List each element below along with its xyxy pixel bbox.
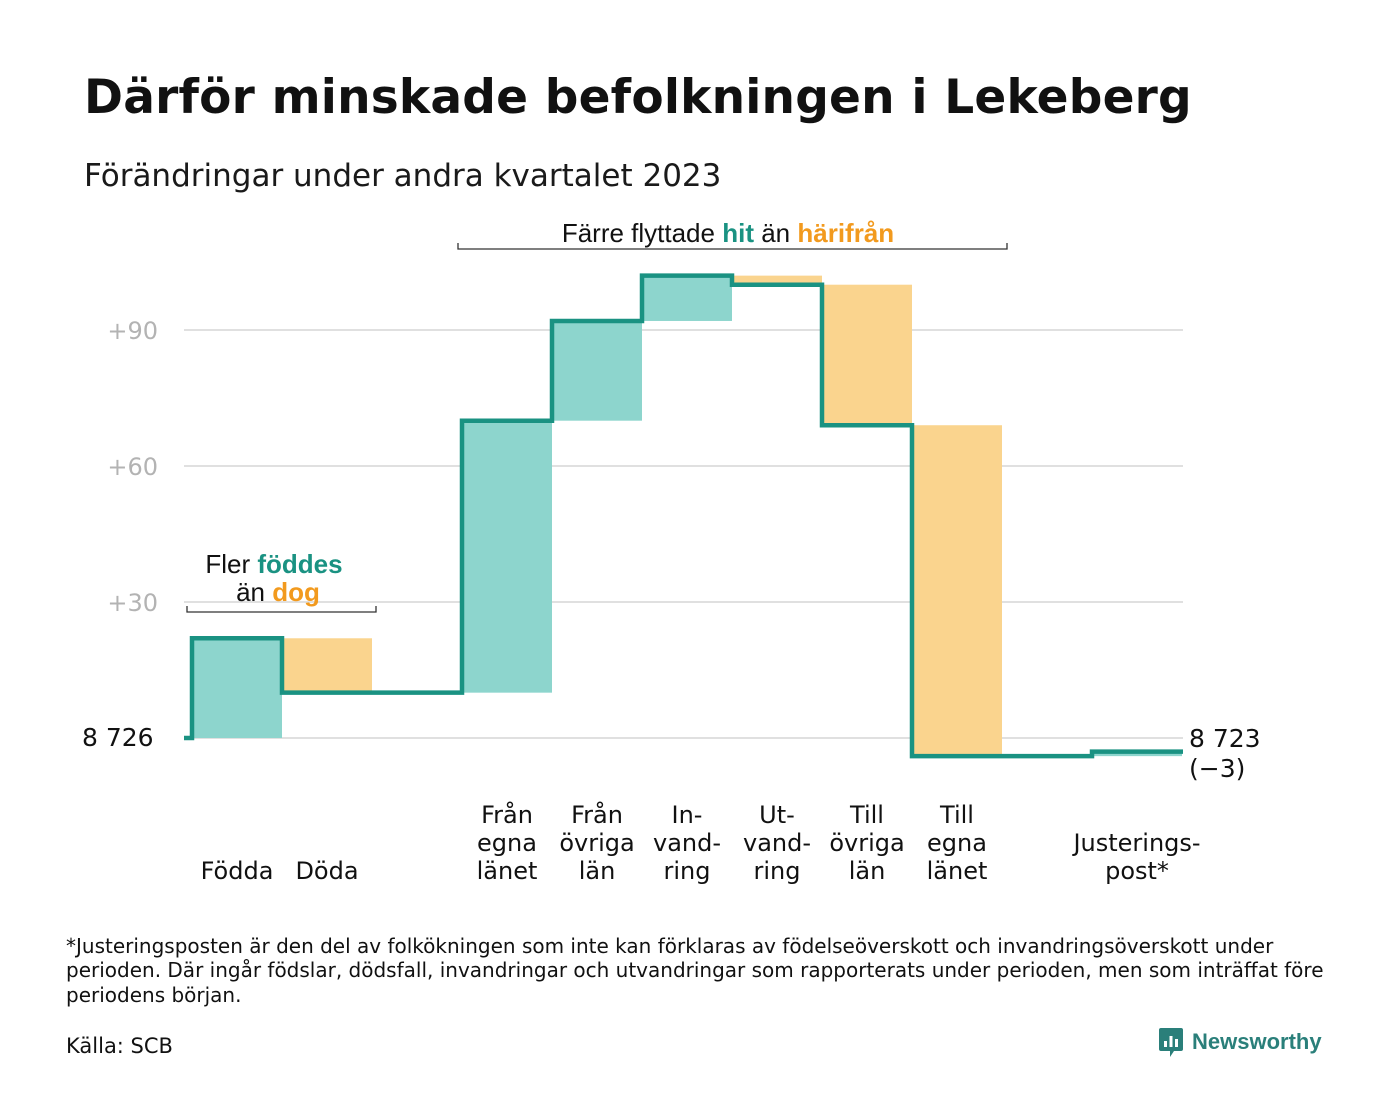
brand-name: Newsworthy <box>1192 1029 1322 1054</box>
category-label: länet <box>477 857 538 885</box>
category-label: post* <box>1105 857 1169 885</box>
decrease-bar <box>732 275 822 285</box>
migration-annotation-part: Färre flyttade <box>562 218 722 248</box>
increase-bar <box>552 320 642 421</box>
increase-bar <box>192 638 282 738</box>
births-annotation-line1: Fler föddes <box>205 549 342 579</box>
category-label: länet <box>927 857 988 885</box>
category-label: Döda <box>295 857 358 885</box>
category-label: län <box>579 857 616 885</box>
chart-title: Därför minskade befolkningen i Lekeberg <box>84 70 1192 125</box>
decrease-bar <box>282 638 372 693</box>
births-annotation-line1-part: Fler <box>205 549 257 579</box>
decrease-bar <box>822 284 912 426</box>
start-value-label: 8 726 <box>82 723 154 752</box>
births-annotation-line2-part: dog <box>272 577 320 607</box>
births-annotation-line1-part: föddes <box>257 549 342 579</box>
category-label: övriga <box>829 829 904 857</box>
y-tick-label: +60 <box>107 453 158 481</box>
migration-annotation-part: hit <box>722 218 754 248</box>
running-total-line <box>184 273 1183 759</box>
category-label: ring <box>664 857 711 885</box>
brand-logo: Newsworthy <box>1158 1026 1322 1058</box>
category-label: Till <box>939 801 974 829</box>
births-annotation-bracket <box>186 606 377 613</box>
category-label: övriga <box>559 829 634 857</box>
increase-bar <box>1092 751 1182 757</box>
increase-bar <box>462 420 552 693</box>
category-label: Ut- <box>759 801 795 829</box>
footnote: *Justeringsposten är den del av folkökni… <box>66 934 1324 1007</box>
y-tick-label: +90 <box>107 317 158 345</box>
category-label: län <box>849 857 886 885</box>
end-value-label: 8 723 <box>1189 724 1261 753</box>
migration-annotation: Färre flyttade hit än härifrån <box>562 218 894 248</box>
category-label: Från <box>571 800 623 829</box>
category-label: ring <box>754 857 801 885</box>
y-tick-label: +30 <box>107 589 158 617</box>
births-annotation-line2-part: än <box>236 577 272 607</box>
category-label: Från <box>481 800 533 829</box>
source-label: Källa: SCB <box>66 1034 173 1058</box>
category-label: Justerings- <box>1071 829 1200 857</box>
newsworthy-logo-icon <box>1159 1028 1183 1057</box>
category-label: In- <box>672 801 703 829</box>
category-label: vand- <box>653 829 721 857</box>
category-label: Födda <box>201 857 274 885</box>
chart-subtitle: Förändringar under andra kvartalet 2023 <box>84 158 722 194</box>
migration-annotation-part: än <box>754 218 797 248</box>
category-label: egna <box>927 829 987 857</box>
births-annotation-line2: än dog <box>236 577 320 607</box>
decrease-bar <box>912 425 1002 757</box>
migration-annotation-bracket <box>457 243 1008 250</box>
migration-annotation-part: härifrån <box>797 218 894 248</box>
category-label: vand- <box>743 829 811 857</box>
category-label: egna <box>477 829 537 857</box>
increase-bar <box>642 275 732 321</box>
category-label: Till <box>849 801 884 829</box>
end-change-label: (−3) <box>1189 754 1245 783</box>
